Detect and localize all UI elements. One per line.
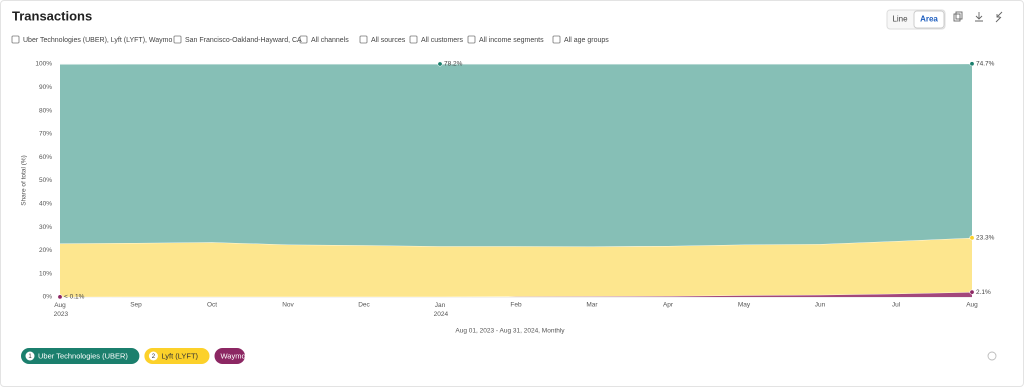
copy-icon[interactable] xyxy=(953,11,963,22)
filter[interactable]: All customers xyxy=(421,37,464,44)
y-tick-label: 40% xyxy=(39,201,52,208)
legend-label[interactable]: Uber Technologies (UBER) xyxy=(38,351,128,360)
y-tick-label: 60% xyxy=(39,154,52,161)
x-tick-label: May xyxy=(738,302,751,309)
y-tick-label: 90% xyxy=(39,84,52,91)
x-tick-label: Jul xyxy=(892,302,901,309)
settings-icon[interactable] xyxy=(987,351,997,361)
filter[interactable]: All age groups xyxy=(564,37,609,44)
y-tick-label: 100% xyxy=(35,61,52,68)
filter[interactable]: All sources xyxy=(371,37,406,44)
x-tick-label: Dec xyxy=(358,302,370,309)
toggle-area[interactable]: Area xyxy=(920,15,938,24)
point xyxy=(969,235,975,241)
legend-badge-text: 1 xyxy=(28,354,32,360)
filter[interactable]: All channels xyxy=(311,37,349,44)
toggle-active[interactable] xyxy=(913,10,945,29)
filter[interactable]: All income segments xyxy=(479,37,544,44)
legend-badge-text: 2 xyxy=(152,354,156,360)
y-tick-label: 0% xyxy=(43,294,53,301)
legend-badge xyxy=(148,351,158,361)
legend-pill[interactable] xyxy=(21,348,140,364)
legend-label[interactable]: Waymo xyxy=(221,351,246,360)
filter-icon xyxy=(173,35,182,44)
value-label: 78.2% xyxy=(444,61,463,68)
toggle-line[interactable]: Line xyxy=(892,15,908,24)
x-tick-label: Oct xyxy=(207,302,217,309)
y-tick-label: 70% xyxy=(39,131,52,138)
filter[interactable]: San Francisco-Oakland-Hayward, CA xyxy=(185,37,302,44)
y-tick-label: 30% xyxy=(39,224,52,231)
y-tick-label: 80% xyxy=(39,107,52,114)
x-tick-label: Mar xyxy=(586,302,598,309)
legend-label[interactable]: Lyft (LYFT) xyxy=(161,351,198,360)
x-tick-label: Sep xyxy=(130,302,142,309)
y-tick-label: 20% xyxy=(39,247,52,254)
filter-icon xyxy=(11,35,20,44)
legend-pill[interactable] xyxy=(214,348,246,364)
x-tick-label: Aug xyxy=(966,302,978,309)
filter-icon xyxy=(409,35,418,44)
legend-item[interactable]: 2 Lyft (LYFT) xyxy=(144,348,210,364)
filter[interactable]: Uber Technologies (UBER), Lyft (LYFT), W… xyxy=(23,37,172,44)
x-tick-label: Aug 2023 xyxy=(52,302,69,318)
filter-icon xyxy=(359,35,368,44)
point xyxy=(969,61,975,67)
point xyxy=(969,289,975,295)
area xyxy=(60,237,972,297)
value-label: < 0.1% xyxy=(64,294,85,301)
filter-icon xyxy=(467,35,476,44)
x-axis-label: Aug 01, 2023 - Aug 31, 2024, Monthly xyxy=(455,328,565,335)
download-icon[interactable] xyxy=(975,12,983,22)
point xyxy=(437,61,443,67)
y-tick-label: 50% xyxy=(39,177,52,184)
legend-badge xyxy=(25,351,35,361)
y-tick-label: 10% xyxy=(39,270,52,277)
x-tick-label: Nov xyxy=(282,302,294,309)
value-label: 2.1% xyxy=(976,289,991,296)
filter-icon xyxy=(552,35,561,44)
legend-item[interactable]: Waymo xyxy=(214,348,246,364)
x-tick-label: Jan 2024 xyxy=(432,302,449,318)
collapse-icon[interactable] xyxy=(995,11,1003,23)
filter-icon xyxy=(299,35,308,44)
y-axis-label: Share of total (%) xyxy=(21,155,28,206)
legend-pill[interactable] xyxy=(144,348,210,364)
x-tick-label: Jun xyxy=(815,302,826,309)
x-tick-label: Apr xyxy=(663,302,674,309)
legend-item[interactable]: 1 Uber Technologies (UBER) xyxy=(21,348,140,364)
area xyxy=(60,63,972,247)
value-label: 74.7% xyxy=(976,60,995,67)
chart-title: Transactions xyxy=(12,8,92,23)
x-tick-label: Feb xyxy=(510,302,522,309)
area xyxy=(60,292,972,297)
value-label: 23.3% xyxy=(976,235,995,242)
point xyxy=(57,294,63,300)
